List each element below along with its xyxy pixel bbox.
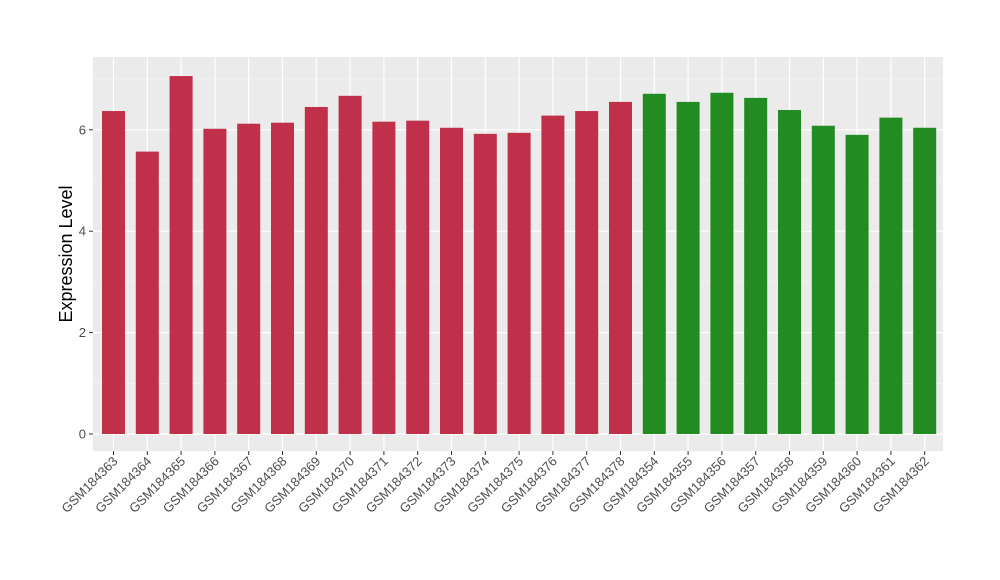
bar-GSM184371 xyxy=(372,121,396,435)
bar-GSM184354 xyxy=(642,93,666,434)
x-axis: GSM184363GSM184364GSM184365GSM184366GSM1… xyxy=(58,451,932,516)
y-tick-label: 2 xyxy=(79,325,86,340)
bar-GSM184370 xyxy=(338,95,362,435)
bar-GSM184356 xyxy=(710,92,734,434)
bar-GSM184376 xyxy=(541,115,565,434)
bar-GSM184377 xyxy=(575,111,599,434)
bar-GSM184359 xyxy=(811,125,835,434)
bar-GSM184367 xyxy=(237,123,261,434)
y-tick-label: 6 xyxy=(79,122,86,137)
y-axis-title: Expression Level xyxy=(56,185,76,322)
bar-GSM184358 xyxy=(778,110,801,434)
bar-GSM184374 xyxy=(473,133,497,434)
bar-GSM184378 xyxy=(609,101,632,434)
bar-GSM184372 xyxy=(406,120,430,434)
bar-GSM184355 xyxy=(676,101,700,434)
bars xyxy=(102,76,937,435)
y-tick-label: 0 xyxy=(79,427,86,442)
bar-GSM184357 xyxy=(744,97,768,434)
y-tick-label: 4 xyxy=(79,224,86,239)
y-axis: 0 2 4 6 xyxy=(79,122,93,442)
bar-GSM184365 xyxy=(169,76,193,435)
bar-GSM184375 xyxy=(507,132,531,435)
bar-GSM184362 xyxy=(913,127,937,434)
bar-GSM184363 xyxy=(102,111,125,434)
bar-GSM184369 xyxy=(304,106,328,435)
bar-GSM184373 xyxy=(440,127,463,434)
bar-GSM184360 xyxy=(845,134,869,434)
bar-GSM184364 xyxy=(135,151,159,434)
bar-GSM184361 xyxy=(879,117,903,435)
bar-GSM184368 xyxy=(271,122,294,435)
bar-GSM184366 xyxy=(203,128,227,434)
